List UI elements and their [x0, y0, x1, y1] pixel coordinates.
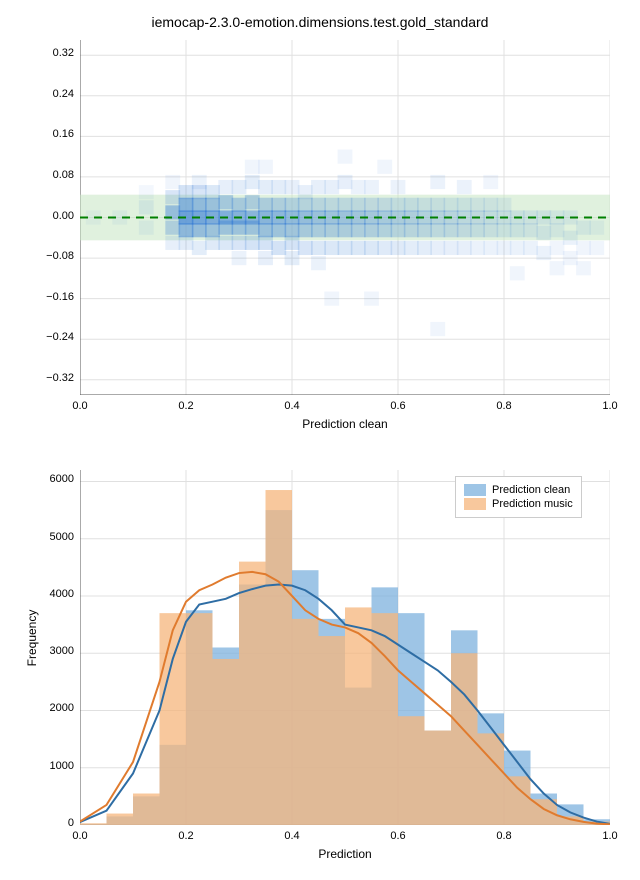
bottom-ytick: 6000 — [32, 473, 74, 485]
top-ytick: 0.08 — [32, 169, 74, 181]
bottom-xtick: 0.8 — [492, 830, 516, 842]
top-ytick: −0.32 — [32, 372, 74, 384]
top-ytick: −0.08 — [32, 250, 74, 262]
bottom-ytick: 0 — [32, 817, 74, 829]
legend-label: Prediction music — [492, 498, 573, 510]
legend: Prediction clean Prediction music — [455, 476, 582, 518]
figure-title: iemocap-2.3.0-emotion.dimensions.test.go… — [0, 14, 640, 30]
bottom-ylabel: Frequency — [25, 588, 39, 688]
top-ytick: −0.16 — [32, 291, 74, 303]
top-xtick: 0.4 — [280, 400, 304, 412]
bottom-xtick: 0.6 — [386, 830, 410, 842]
bottom-xlabel: Prediction — [295, 847, 395, 861]
bottom-plot-svg — [80, 470, 610, 825]
bottom-xtick: 1.0 — [598, 830, 622, 842]
top-ytick: 0.16 — [32, 128, 74, 140]
figure: iemocap-2.3.0-emotion.dimensions.test.go… — [0, 0, 640, 880]
top-xlabel: Prediction clean — [285, 417, 405, 431]
top-ytick: −0.24 — [32, 331, 74, 343]
top-ytick: 0.00 — [32, 210, 74, 222]
legend-label: Prediction clean — [492, 484, 570, 496]
bottom-ytick: 5000 — [32, 531, 74, 543]
top-xtick: 0.2 — [174, 400, 198, 412]
legend-item: Prediction clean — [464, 484, 573, 496]
bottom-xtick: 0.4 — [280, 830, 304, 842]
bottom-ytick: 2000 — [32, 702, 74, 714]
top-ytick: 0.24 — [32, 88, 74, 100]
top-xtick: 0.8 — [492, 400, 516, 412]
bottom-plot-area — [80, 470, 610, 825]
top-xtick: 0.6 — [386, 400, 410, 412]
legend-swatch — [464, 484, 486, 496]
top-plot-svg — [80, 40, 610, 395]
bottom-xtick: 0.0 — [68, 830, 92, 842]
top-plot-area — [80, 40, 610, 395]
bottom-xtick: 0.2 — [174, 830, 198, 842]
legend-item: Prediction music — [464, 498, 573, 510]
bottom-ytick: 1000 — [32, 760, 74, 772]
top-xtick: 0.0 — [68, 400, 92, 412]
top-xtick: 1.0 — [598, 400, 622, 412]
legend-swatch — [464, 498, 486, 510]
top-ytick: 0.32 — [32, 47, 74, 59]
